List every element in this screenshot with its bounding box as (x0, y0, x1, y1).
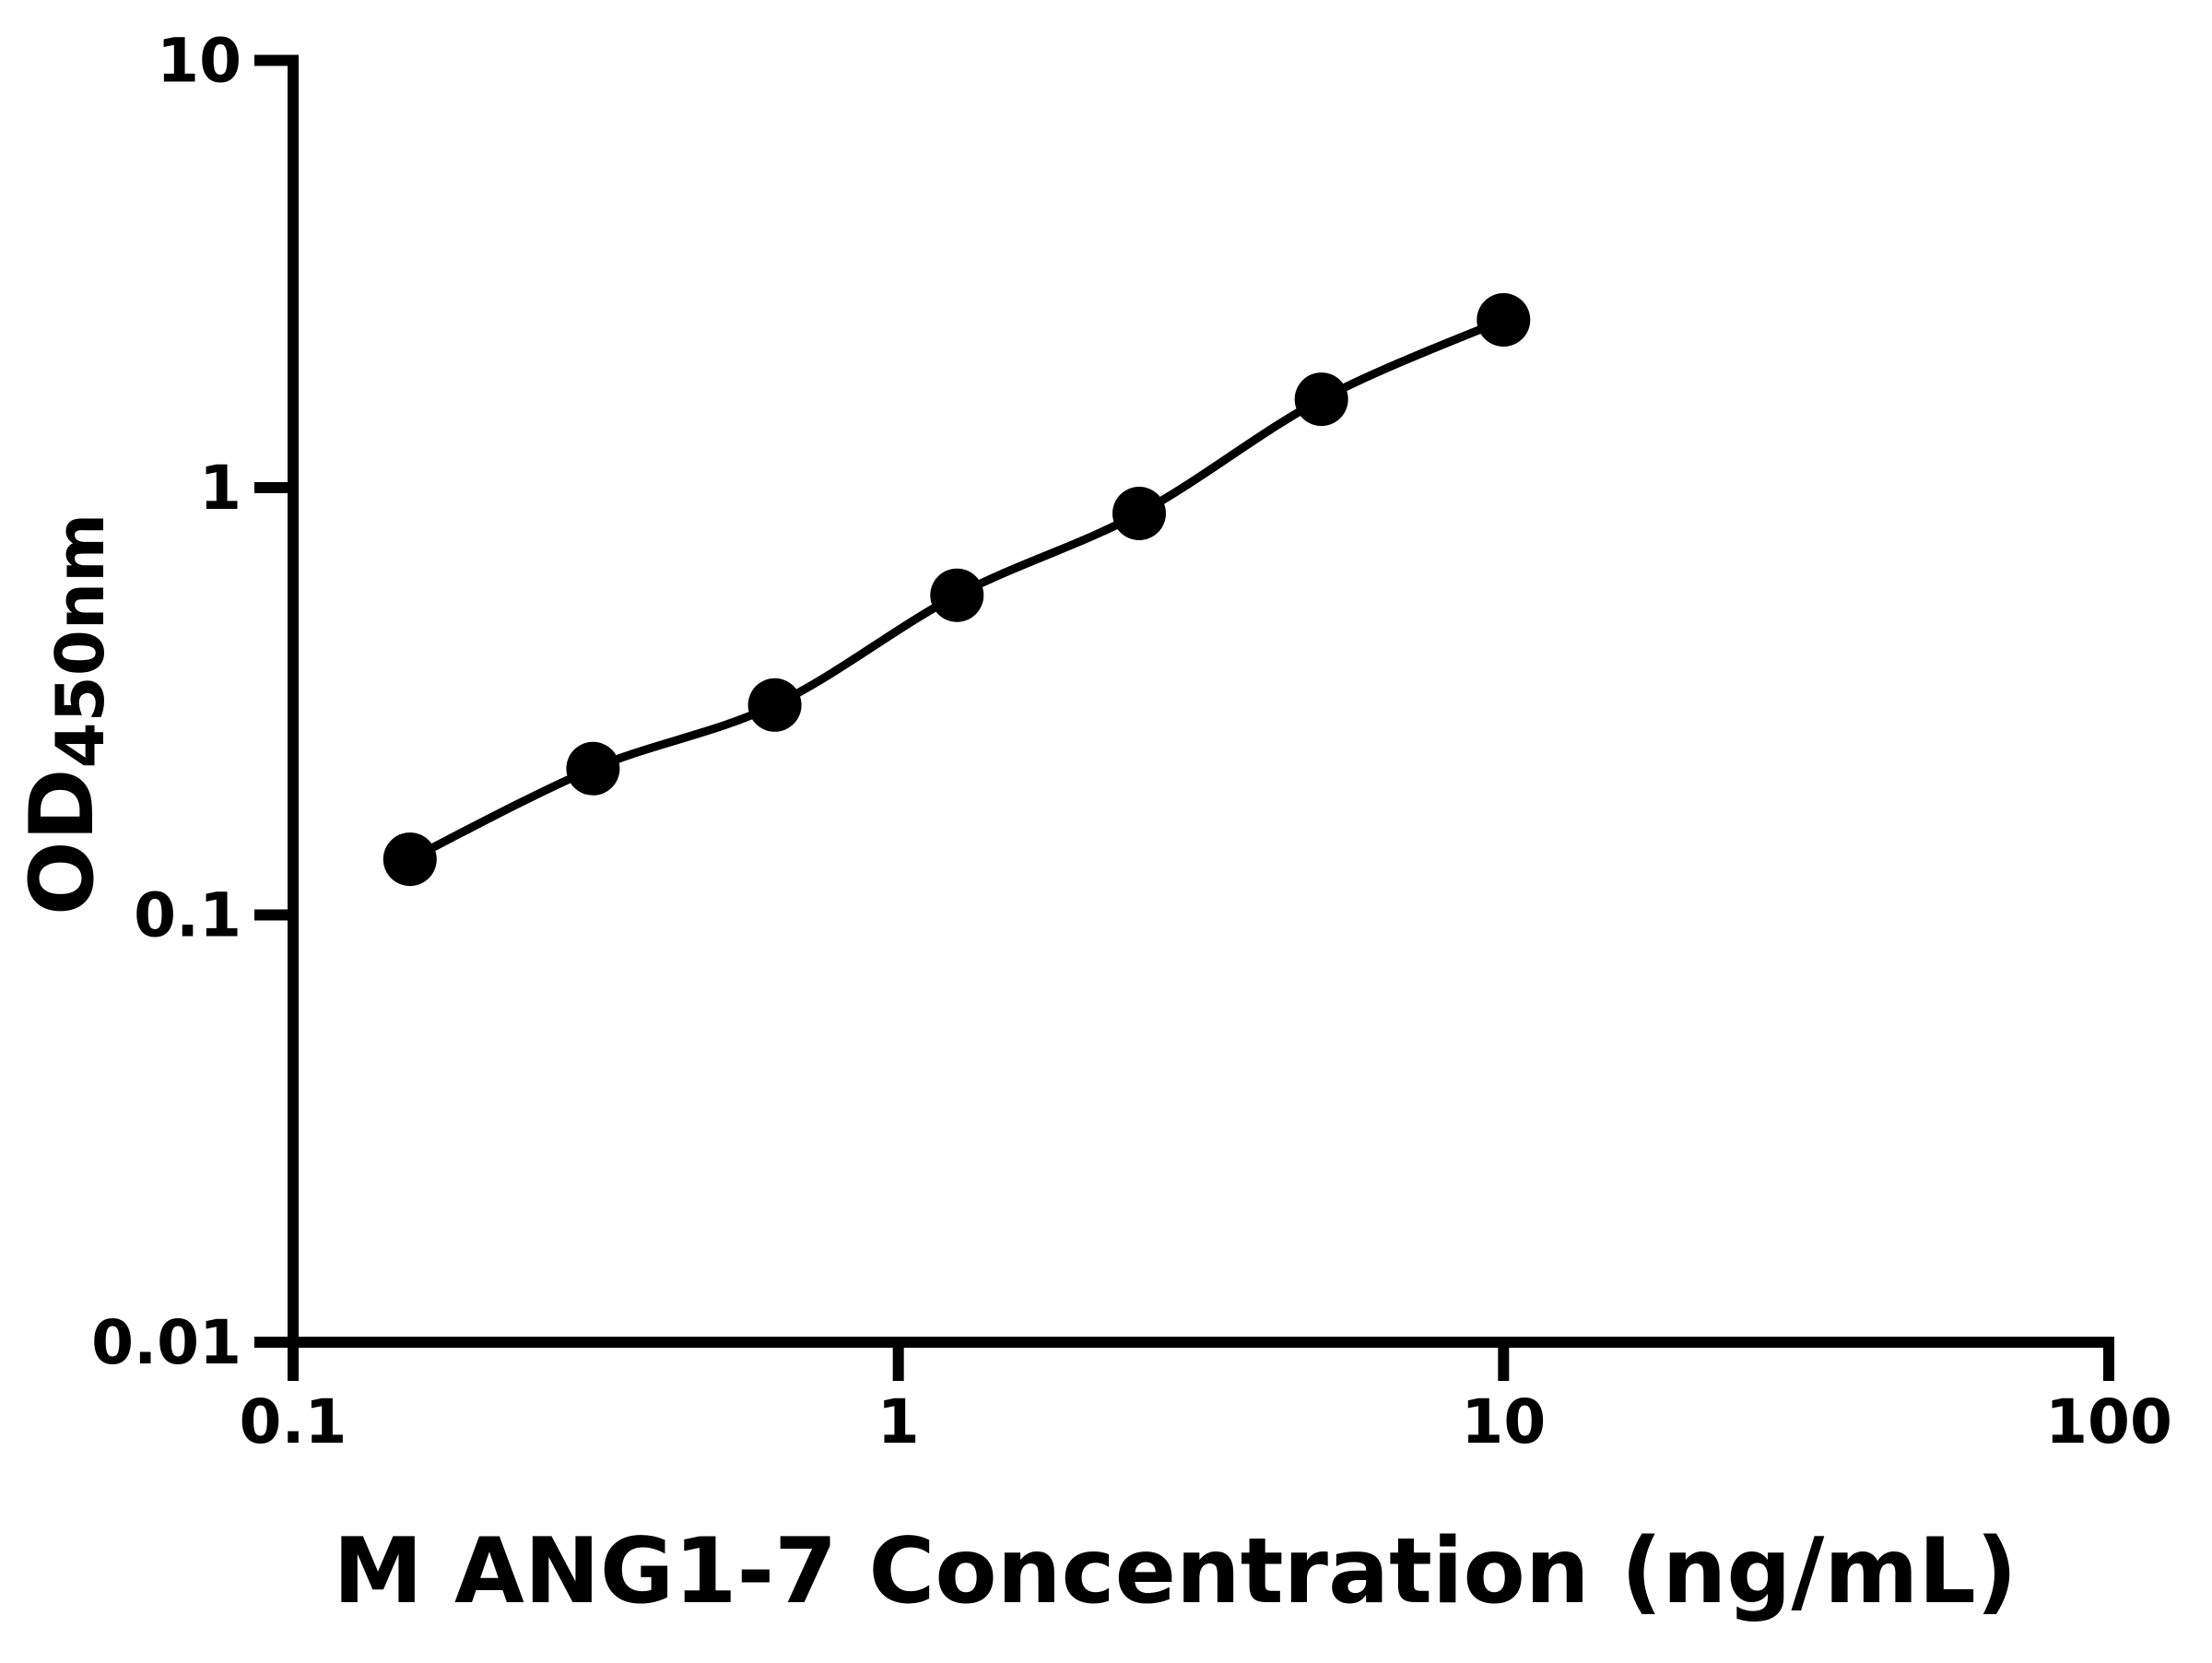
y-tick-label: 0.1 (134, 880, 241, 951)
axis-spine (254, 54, 2114, 1381)
x-tick-label: 100 (2045, 1386, 2172, 1457)
y-tick-label: 10 (157, 26, 241, 97)
x-tick-label: 10 (1461, 1386, 1546, 1457)
data-point (747, 678, 802, 732)
axes (254, 54, 2114, 1381)
data-point (1294, 372, 1348, 427)
data-point (1112, 487, 1166, 540)
data-point (382, 832, 437, 887)
y-tick-label: 0.01 (91, 1307, 241, 1378)
data-point (566, 741, 620, 796)
y-tick-label: 1 (199, 453, 241, 524)
data-point (930, 568, 984, 622)
data-point (1477, 293, 1531, 347)
y-axis-title: OD450nm (12, 513, 119, 915)
y-axis-title-subscript: 450nm (41, 513, 119, 769)
x-tick-label: 1 (877, 1386, 920, 1457)
y-axis-title-main: OD (12, 768, 113, 915)
data-points-layer (382, 293, 1531, 887)
tick-labels: 10 1 0.1 0.01 0.1 1 10 100 (91, 26, 2172, 1458)
x-tick-label: 0.1 (240, 1386, 347, 1457)
x-axis-title: M ANG1-7 Concentration (ng/mL) (333, 1519, 2017, 1624)
